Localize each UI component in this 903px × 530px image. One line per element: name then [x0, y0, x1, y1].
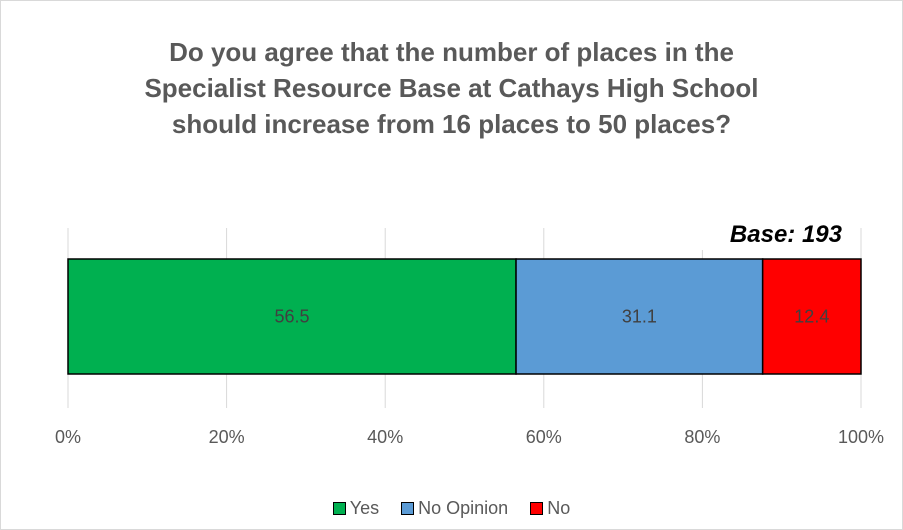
base-annotation: Base: 193: [700, 220, 842, 250]
legend-swatch-no-opinion: [401, 502, 415, 515]
bar-segment-no-opinion: [515, 258, 764, 375]
x-tick-label-5: 100%: [838, 427, 884, 447]
data-label-no-opinion: 31.1: [622, 307, 657, 327]
chart-title: Do you agree that the number of places i…: [0, 34, 903, 142]
legend-item-no: No: [530, 498, 570, 519]
legend-label-no-opinion: No Opinion: [418, 498, 509, 518]
legend: Yes No Opinion No: [0, 498, 903, 519]
bar-segment-yes: [67, 258, 517, 375]
bar-segment-no: [761, 258, 862, 375]
chart-title-line-1: Do you agree that the number of places i…: [169, 37, 734, 67]
legend-swatch-no: [530, 502, 544, 515]
data-label-no: 12.4: [794, 307, 829, 327]
x-tick-label-0: 0%: [55, 427, 81, 447]
legend-swatch-yes: [332, 502, 346, 515]
legend-item-yes: Yes: [332, 498, 380, 519]
legend-label-yes: Yes: [349, 498, 380, 518]
data-label-yes: 56.5: [274, 307, 309, 327]
legend-item-no-opinion: No Opinion: [401, 498, 508, 519]
x-tick-label-2: 40%: [367, 427, 403, 447]
chart-title-line-3: should increase from 16 places to 50 pla…: [171, 109, 732, 139]
chart-title-line-2: Specialist Resource Base at Cathays High…: [144, 73, 759, 103]
x-tick-label-3: 60%: [526, 427, 562, 447]
x-tick-label-4: 80%: [684, 427, 720, 447]
legend-label-no: No: [547, 498, 571, 518]
x-tick-label-1: 20%: [209, 427, 245, 447]
